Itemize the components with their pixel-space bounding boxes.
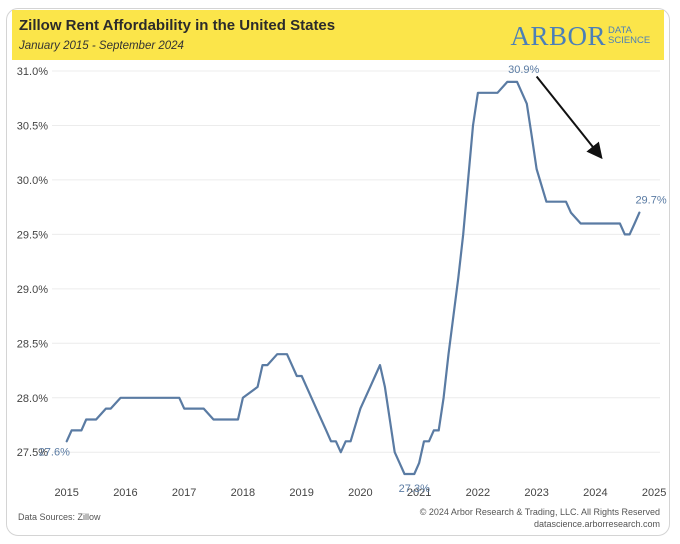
copyright-text: © 2024 Arbor Research & Trading, LLC. Al… [419,507,660,517]
y-tick-label: 30.5% [17,120,48,132]
x-tick-label: 2024 [583,487,607,499]
y-tick-label: 29.5% [17,229,48,241]
x-tick-label: 2019 [289,487,313,499]
website-text: datascience.arborresearch.com [533,519,660,529]
title-banner: Zillow Rent Affordability in the United … [12,10,664,60]
x-tick-label: 2025 [642,487,666,499]
y-tick-label: 31.0% [17,66,48,78]
logo-subtext: DATA SCIENCE [608,26,654,46]
series-line [65,80,641,476]
y-tick-label: 30.0% [17,175,48,187]
x-tick-label: 2017 [172,487,196,499]
y-tick-label: 28.0% [17,393,48,405]
y-tick-label: 28.5% [17,338,48,350]
y-tick-label: 29.0% [17,284,48,296]
x-tick-label: 2021 [407,487,431,499]
x-tick-label: 2020 [348,487,372,499]
data-label: 30.9% [508,64,539,76]
trend-arrow [535,75,603,160]
chart-subtitle: January 2015 - September 2024 [19,40,184,52]
x-tick-label: 2018 [231,487,255,499]
data-source-note: Data Sources: Zillow [18,512,101,522]
y-tick-label: 27.5% [17,447,48,459]
x-tick-label: 2022 [466,487,490,499]
data-label: 27.3% [399,483,430,495]
x-tick-label: 2015 [54,487,78,499]
data-label: 27.6% [39,446,70,458]
chart-title: Zillow Rent Affordability in the United … [19,17,336,34]
copyright-note: © 2024 Arbor Research & Trading, LLC. Al… [420,506,660,530]
logo-sub-data: DATA [608,25,632,36]
x-tick-label: 2016 [113,487,137,499]
data-label: 29.7% [635,195,666,207]
logo-wordmark: ARBOR [510,21,606,51]
logo-sub-science: SCIENCE [608,35,651,46]
x-tick-label: 2023 [524,487,548,499]
